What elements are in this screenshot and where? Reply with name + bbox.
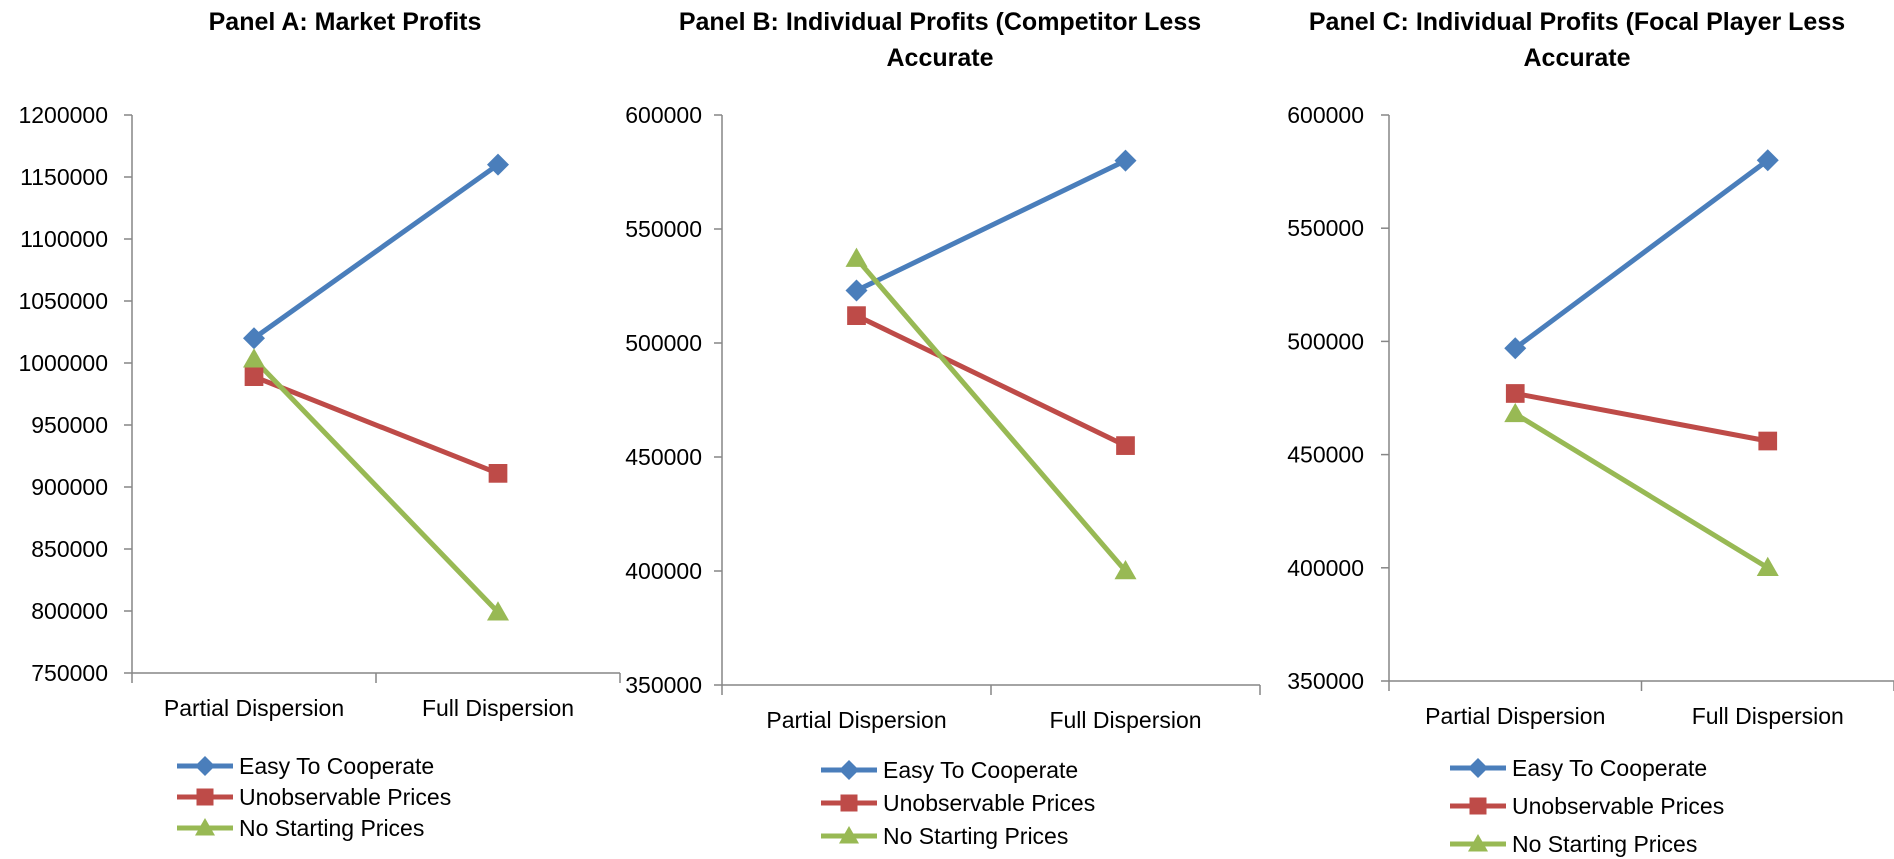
y-tick-label: 800000 [31,598,108,624]
y-tick-label: 750000 [31,660,108,686]
data-point-marker [1756,556,1779,577]
panel-a: Panel A: Market Profits 750000 800000 8500… [0,0,621,859]
data-point-marker [1116,436,1135,455]
legend-label: No Starting Prices [883,823,1069,849]
legend-label: Easy To Cooperate [1512,755,1708,781]
x-tick-label: Full Dispersion [1049,707,1201,733]
y-tick-label: 550000 [625,216,702,242]
data-point-marker [487,153,509,176]
legend-label: Easy To Cooperate [883,757,1079,783]
data-point-marker [1468,758,1488,778]
data-point-marker [1505,384,1525,403]
y-tick-label: 600000 [1287,102,1364,128]
series-line [854,257,1128,573]
y-tick-label: 500000 [1287,328,1364,354]
series-line [1514,391,1769,444]
panel-title: Panel B: Individual Profits (Competitor … [678,8,1202,72]
panel-b: Panel B: Individual Profits (Competitor … [620,0,1261,859]
data-point-marker [1758,431,1778,451]
data-point-marker [243,327,265,350]
data-point-marker [244,367,264,386]
chart-panel-a: 750000 800000 850000 900000 950000 1000000 105… [18,102,621,721]
y-tick-label: 450000 [625,444,702,470]
x-tick-label: Partial Dispersion [164,695,344,721]
data-point-marker [1114,560,1137,580]
y-tick-label: 350000 [1287,668,1364,694]
data-point-marker [845,279,868,302]
y-tick-label: 1100000 [20,226,108,252]
y-tick-label: 600000 [625,102,702,128]
legend-label: Easy To Cooperate [239,753,435,779]
chart-panel-c: 350000 400000 450000 500000 550000 600000 Part… [1287,102,1894,729]
series-line [855,158,1127,293]
y-tick-label: 1200000 [18,102,108,128]
y-tick-label: 500000 [625,330,702,356]
y-tick-label: 850000 [31,536,108,562]
legend-label: Unobservable Prices [883,790,1096,816]
data-point-marker [195,756,215,776]
data-point-marker [1504,337,1527,360]
legend-label: Unobservable Prices [239,784,452,810]
series-line [252,162,500,341]
x-tick-label: Partial Dispersion [766,707,946,733]
panel-title: Panel C: Individual Profits (Focal Playe… [1308,8,1846,72]
data-point-marker [1469,797,1487,815]
data-point-marker [243,348,265,368]
data-point-marker [1504,402,1527,423]
y-tick-label: 350000 [625,672,702,698]
data-point-marker [840,794,858,812]
data-point-marker [487,601,509,621]
data-point-marker [847,306,866,325]
legend-label: No Starting Prices [1512,831,1698,857]
data-point-marker [839,760,859,780]
x-tick-label: Full Dispersion [422,695,574,721]
y-tick-label: 1150000 [20,164,108,190]
data-point-marker [488,464,508,483]
data-point-marker [845,247,868,267]
data-point-marker [1468,834,1488,852]
y-tick-label: 400000 [1287,555,1364,581]
y-tick-label: 900000 [31,474,108,500]
legend-label: No Starting Prices [239,815,425,841]
y-tick-label: 450000 [1287,442,1364,468]
data-point-marker [195,818,215,836]
panel-c: Panel C: Individual Profits (Focal Playe… [1260,0,1894,859]
y-tick-label: 400000 [625,558,702,584]
data-point-marker [1756,149,1779,172]
panel-title: Panel A: Market Profits [208,8,482,36]
data-point-marker [839,826,859,844]
chart-panel-b: 350000 400000 450000 500000 550000 600000 Part… [625,102,1261,733]
y-tick-label: 550000 [1287,215,1364,241]
data-point-marker [1114,149,1137,172]
series-line [1513,411,1770,570]
x-tick-label: Partial Dispersion [1425,703,1605,729]
series-line [1513,158,1770,351]
series-line [253,374,499,476]
y-tick-label: 1000000 [18,350,108,376]
y-tick-label: 1050000 [18,288,108,314]
y-tick-label: 950000 [31,412,108,438]
x-tick-label: Full Dispersion [1692,703,1844,729]
data-point-marker [196,788,214,806]
series-line [855,313,1127,448]
series-line [252,357,500,614]
legend-label: Unobservable Prices [1512,793,1725,819]
